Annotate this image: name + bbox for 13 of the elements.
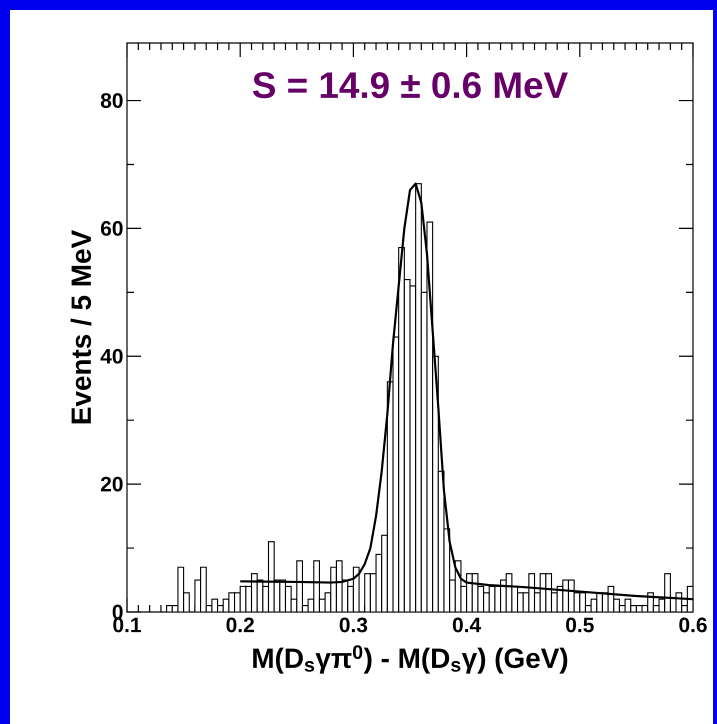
x-axis-title: M(D$_{s}$γπ$^{0}$) - M(D$_{s}$γ) (GeV) [253, 645, 568, 674]
x-tick-label: 0.3 [340, 618, 368, 632]
y-tick-label: 60 [100, 221, 123, 236]
y-tick-label: 40 [100, 348, 123, 364]
x-tick-label: 0.6 [679, 618, 707, 632]
x-tick-label: 0.4 [452, 618, 482, 632]
x-tick-label: 0.5 [566, 618, 594, 632]
y-tick-label: 20 [100, 476, 123, 492]
annotation: S = 14.9 ± 0.6 MeV [252, 72, 568, 98]
y-axis-title: Events / 5 MeV [70, 230, 92, 424]
x-tick-label: 0.2 [226, 618, 254, 632]
y-tick-label: 80 [100, 93, 123, 108]
x-tick-label: 0.1 [113, 618, 141, 632]
